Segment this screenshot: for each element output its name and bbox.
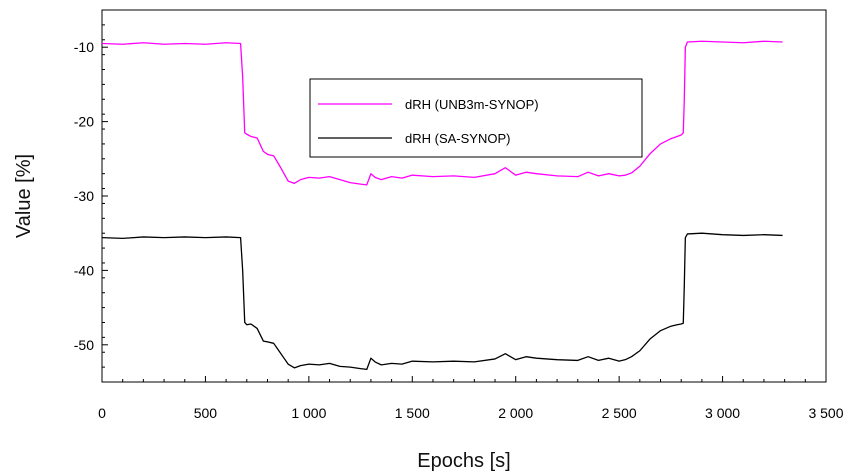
y-tick-label: -30 [74, 188, 94, 204]
series-line-0 [101, 40, 783, 186]
legend-box [309, 78, 643, 158]
axis-ticks [101, 24, 827, 382]
axis-tick-labels: 0 500 1 000 1 500 2 000 2 500 3 000 3 500 -10 -20… [74, 39, 844, 421]
x-tick-label: 500 [194, 405, 218, 421]
x-tick-label: 2 500 [602, 405, 637, 421]
x-tick-label: 1 500 [395, 405, 430, 421]
y-tick-label: -50 [74, 337, 94, 353]
legend-label-unb3m: dRH (UNB3m-SYNOP) [405, 97, 539, 112]
x-tick-label: 0 [98, 405, 106, 421]
x-tick-label: 2 000 [498, 405, 533, 421]
legend: dRH (UNB3m-SYNOP) dRH (SA-SYNOP) [309, 78, 643, 158]
y-tick-label: -10 [74, 39, 94, 55]
x-tick-label: 3 500 [808, 405, 843, 421]
x-tick-label: 1 000 [291, 405, 326, 421]
x-axis-title: Epochs [s] [417, 450, 510, 472]
y-tick-label: -20 [74, 114, 94, 130]
y-axis-title: Value [%] [13, 154, 35, 238]
y-tick-label: -40 [74, 262, 94, 278]
legend-label-sa: dRH (SA-SYNOP) [405, 131, 510, 146]
series-line-1 [101, 232, 783, 370]
plot-frame [101, 9, 827, 383]
x-tick-label: 3 000 [705, 405, 740, 421]
series-lines [101, 40, 783, 370]
